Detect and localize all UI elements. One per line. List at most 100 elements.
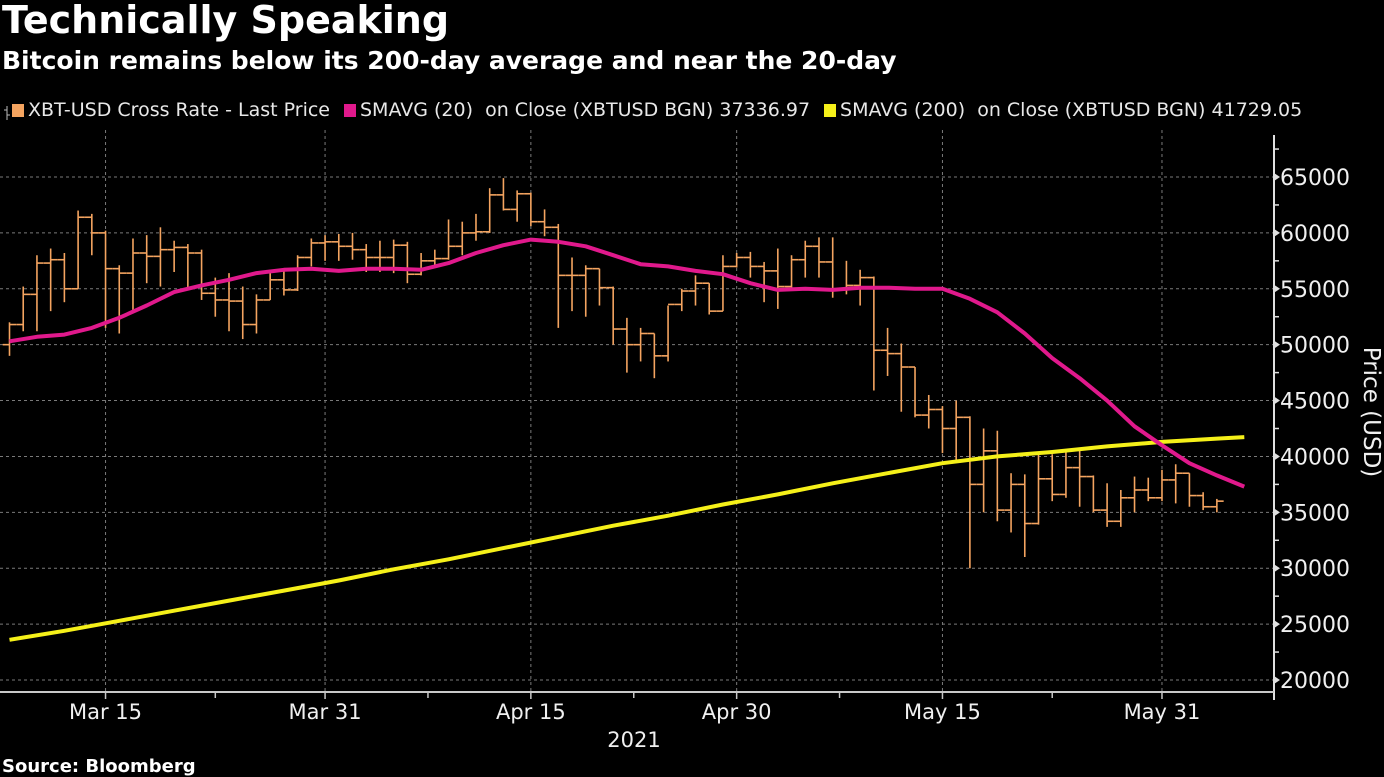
- x-axis-label: 2021: [607, 728, 660, 752]
- ohlc-bar: [1141, 477, 1156, 502]
- ohlc-bar: [771, 248, 785, 309]
- ohlc-bar: [482, 188, 497, 233]
- ohlc-bar: [1031, 451, 1046, 525]
- ohlc-bar: [674, 288, 689, 312]
- y-tick-mark: [1274, 284, 1280, 293]
- ohlc-bar: [1182, 472, 1197, 507]
- ohlc-bar: [921, 394, 936, 429]
- source-note: Source: Bloomberg: [2, 756, 196, 777]
- smavg20-line: [9, 237, 1246, 489]
- ohlc-bar: [565, 257, 579, 312]
- y-axis-label: Price (USD): [1358, 347, 1384, 478]
- ohlc-bar: [935, 406, 950, 454]
- ohlc-bar: [139, 235, 154, 284]
- y-tick-label: 50000: [1280, 334, 1350, 359]
- ohlc-bar: [606, 286, 620, 345]
- ohlc-bar: [1004, 473, 1018, 533]
- ohlc-bar: [620, 317, 634, 373]
- ohlc-bar: [949, 400, 963, 461]
- ohlc-bar: [702, 282, 717, 315]
- y-tick-mark: [1274, 228, 1280, 237]
- x-tick-label: Apr 15: [496, 700, 566, 724]
- ohlc-bar: [578, 265, 593, 317]
- ohlc-bar: [16, 286, 31, 332]
- ohlc-bar: [455, 221, 470, 256]
- ohlc-bar: [222, 273, 236, 332]
- ohlc-series: [2, 178, 1224, 569]
- x-tick-label: May 31: [1124, 700, 1201, 724]
- ohlc-bar: [235, 286, 250, 340]
- y-tick-label: 35000: [1280, 501, 1350, 526]
- ohlc-bar: [181, 244, 195, 289]
- ohlc-bar: [661, 303, 675, 362]
- ohlc-bar: [1127, 476, 1142, 513]
- ohlc-bar: [510, 190, 524, 222]
- ohlc-bar: [194, 249, 209, 300]
- legend-item-price: XBT-USD Cross Rate - Last Price: [4, 99, 330, 121]
- ohlc-bar: [85, 213, 99, 256]
- x-tick-label: Mar 15: [69, 700, 142, 724]
- x-tick-label: Mar 31: [289, 700, 362, 724]
- ohlc-bar: [1100, 483, 1114, 527]
- ohlc-bar: [1168, 464, 1183, 504]
- ohlc-bar: [812, 237, 826, 278]
- ohlc-bar: [784, 255, 799, 289]
- ohlc-bar: [1059, 451, 1073, 498]
- ohlc-bar: [743, 251, 758, 278]
- ohlc-bar: [167, 240, 181, 273]
- ohlc-bar: [57, 253, 72, 303]
- ohlc-bar: [633, 327, 648, 362]
- ohlc-bar: [537, 209, 552, 237]
- y-tick-label: 30000: [1280, 557, 1350, 582]
- ohlc-bar: [263, 269, 277, 301]
- ohlc-bar: [894, 343, 909, 412]
- legend-label-smavg20: SMAVG (20) on Close (XBTUSD BGN) 37336.9…: [360, 99, 811, 121]
- ohlc-bar: [345, 232, 360, 260]
- ohlc-bar: [524, 192, 538, 227]
- ohlc-bar: [30, 255, 44, 332]
- ohlc-bar: [1086, 475, 1101, 513]
- y-tick-mark: [1274, 508, 1280, 517]
- ohlc-bar: [414, 253, 428, 276]
- legend-swatch-price: [12, 103, 24, 117]
- y-tick-label: 25000: [1280, 613, 1350, 638]
- x-tick-label: Apr 30: [702, 700, 772, 724]
- legend: XBT-USD Cross Rate - Last Price SMAVG (2…: [4, 99, 1316, 121]
- legend-item-smavg20: SMAVG (20) on Close (XBTUSD BGN) 37336.9…: [344, 99, 810, 121]
- x-tick-label: May 15: [904, 700, 981, 724]
- ohlc-bar: [647, 332, 662, 379]
- ohlc-bar: [1114, 489, 1128, 527]
- ohlc-bar: [908, 366, 922, 418]
- ohlc-bar: [290, 255, 305, 292]
- ohlc-bar: [249, 294, 264, 334]
- ohlc-bar: [729, 253, 744, 268]
- axes: [0, 135, 1275, 700]
- y-tick-label: 20000: [1280, 669, 1350, 694]
- ohlc-bar: [716, 255, 730, 312]
- ohlc-bar: [277, 270, 291, 296]
- y-tick-mark: [1274, 620, 1280, 629]
- x-axis-ticks: Mar 15 Mar 31 Apr 15 Apr 30 May 15 May 31: [69, 692, 1200, 724]
- y-tick-mark: [1274, 564, 1280, 573]
- ohlc-bar: [496, 178, 511, 211]
- y-tick-label: 60000: [1280, 222, 1350, 247]
- ohlc-bar-icon: [4, 103, 10, 120]
- ohlc-bar: [592, 267, 607, 306]
- legend-label-price: XBT-USD Cross Rate - Last Price: [28, 99, 330, 121]
- y-tick-mark: [1274, 173, 1280, 181]
- ohlc-bar: [798, 240, 813, 278]
- ohlc-bar: [98, 230, 113, 328]
- ohlc-bar: [304, 238, 319, 267]
- chart-subtitle: Bitcoin remains below its 200-day averag…: [2, 46, 897, 75]
- ohlc-bar: [469, 213, 483, 241]
- y-tick-mark: [1274, 396, 1280, 405]
- y-tick-mark: [1274, 452, 1280, 461]
- legend-label-smavg200: SMAVG (200) on Close (XBTUSD BGN) 41729.…: [840, 99, 1303, 121]
- ohlc-bar: [976, 428, 991, 513]
- y-tick-label: 40000: [1280, 445, 1350, 470]
- ohlc-bar: [990, 430, 1005, 522]
- ohlc-bar: [1045, 454, 1060, 502]
- y-tick-label: 55000: [1280, 278, 1350, 303]
- y-tick-label: 45000: [1280, 390, 1350, 415]
